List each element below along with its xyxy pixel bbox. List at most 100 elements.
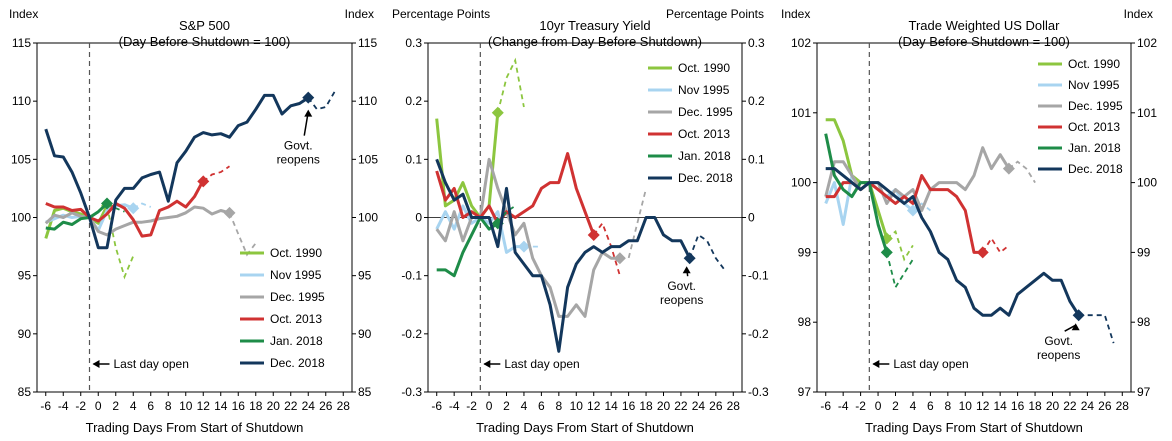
y-tick-label-left: 100 — [791, 176, 811, 190]
y-axis-label-right: Percentage Points — [666, 7, 764, 21]
y-tick-label-right: 100 — [1137, 176, 1157, 190]
x-tick-label: 4 — [910, 399, 917, 413]
x-tick-label: 18 — [639, 399, 653, 413]
x-tick-label: 26 — [1098, 399, 1112, 413]
x-tick-label: 26 — [709, 399, 723, 413]
y-tick-label-left: 0 — [415, 211, 422, 225]
series-line — [824, 146, 1011, 212]
series-marker — [127, 202, 140, 215]
legend-label: Dec. 1995 — [270, 290, 325, 304]
y-tick-label-left: 90 — [18, 327, 32, 341]
series-line — [435, 152, 596, 236]
x-tick-label: 24 — [692, 399, 706, 413]
x-tick-label: 2 — [892, 399, 899, 413]
x-tick-label: 28 — [727, 399, 741, 413]
x-tick-label: 20 — [657, 399, 671, 413]
legend-label: Jan. 2018 — [270, 334, 323, 348]
legend-label: Oct. 1990 — [678, 61, 730, 75]
y-tick-label-left: 100 — [11, 211, 31, 225]
series-line — [435, 158, 692, 353]
annotation-label: Govt. — [667, 279, 696, 293]
y-axis-label-left: Index — [9, 7, 38, 21]
x-tick-label: 18 — [1028, 399, 1042, 413]
x-tick-label: 16 — [622, 399, 636, 413]
y-tick-label-right: 105 — [358, 152, 378, 166]
x-tick-label: 24 — [302, 399, 316, 413]
series-dashed-line — [886, 229, 914, 262]
x-tick-label: -6 — [431, 399, 442, 413]
legend-label: Dec. 1995 — [678, 105, 733, 119]
y-axis-label-right: Index — [1124, 7, 1153, 21]
y-tick-label-left: 97 — [798, 385, 812, 399]
series-line — [44, 205, 230, 237]
series-dashed-line — [1008, 160, 1036, 184]
x-tick-label: 18 — [249, 399, 263, 413]
legend-label: Oct. 1990 — [1068, 57, 1120, 71]
chart-subtitle: (Change from Day Before Shutdown) — [488, 34, 702, 49]
series-dashed-line — [981, 236, 1010, 254]
annotation-label: reopens — [660, 293, 703, 307]
last-day-open-label: Last day open — [114, 357, 189, 371]
series-marker — [517, 240, 530, 253]
legend-label: Oct. 2013 — [678, 127, 730, 141]
y-axis-label-left: Percentage Points — [392, 7, 490, 21]
x-tick-label: 14 — [214, 399, 228, 413]
y-tick-label-right: -0.2 — [748, 327, 769, 341]
y-tick-label-right: 90 — [358, 327, 372, 341]
series-dec-1995 — [44, 205, 257, 257]
legend-label: Nov 1995 — [678, 83, 730, 97]
annotation-arrowhead — [682, 266, 691, 274]
series-marker — [1072, 309, 1085, 322]
series-oct-2013 — [45, 165, 230, 238]
legend-label: Dec. 1995 — [1068, 99, 1123, 113]
series-dec-1995 — [435, 157, 647, 318]
series-line — [44, 205, 109, 239]
x-axis-label: Trading Days From Start of Shutdown — [865, 420, 1083, 435]
series-marker — [976, 246, 989, 259]
y-axis-label-right: Index — [345, 7, 374, 21]
chart-panel-3: Trade Weighted US Dollar(Day Before Shut… — [781, 7, 1157, 435]
plot-frame — [816, 42, 1132, 393]
y-tick-label-right: 101 — [1137, 106, 1157, 120]
x-tick-label: 26 — [319, 399, 333, 413]
y-tick-label-right: 0.3 — [748, 36, 765, 50]
last-day-open-label: Last day open — [504, 357, 579, 371]
series-marker — [302, 91, 315, 104]
x-tick-label: 20 — [1046, 399, 1060, 413]
series-line — [45, 179, 205, 238]
y-tick-label-left: 110 — [12, 94, 31, 108]
legend-label: Nov 1995 — [1068, 78, 1120, 92]
legend-label: Jan. 2018 — [1068, 141, 1121, 155]
x-tick-label: 16 — [232, 399, 246, 413]
series-line — [436, 216, 499, 278]
x-tick-label: -2 — [855, 399, 866, 413]
series-line — [44, 93, 310, 250]
x-tick-label: 12 — [587, 399, 601, 413]
x-tick-label: 16 — [1011, 399, 1025, 413]
y-tick-label-left: 115 — [12, 36, 31, 50]
x-tick-label: -4 — [58, 399, 69, 413]
y-tick-label-right: 98 — [1137, 315, 1151, 329]
last-day-open-arrowhead — [92, 360, 100, 368]
y-tick-label-left: -0.1 — [401, 269, 422, 283]
x-tick-label: 22 — [1063, 399, 1077, 413]
y-tick-label-left: -0.2 — [401, 327, 422, 341]
y-tick-label-right: 85 — [358, 385, 372, 399]
legend-label: Oct. 2013 — [1068, 120, 1120, 134]
y-tick-label-right: 95 — [358, 269, 372, 283]
x-tick-label: 12 — [197, 399, 211, 413]
series-marker — [683, 252, 696, 265]
series-marker — [587, 228, 600, 241]
x-tick-label: 4 — [521, 399, 528, 413]
y-tick-label-left: 0.1 — [405, 152, 422, 166]
x-tick-label: 4 — [130, 399, 137, 413]
chart-title: Trade Weighted US Dollar — [908, 18, 1060, 33]
x-tick-label: 22 — [284, 399, 298, 413]
x-tick-label: -2 — [75, 399, 86, 413]
x-tick-label: -6 — [820, 399, 831, 413]
last-day-open-label: Last day open — [893, 357, 968, 371]
series-oct-1990 — [44, 199, 135, 280]
y-tick-label-right: 99 — [1137, 245, 1151, 259]
x-tick-label: 6 — [538, 399, 545, 413]
